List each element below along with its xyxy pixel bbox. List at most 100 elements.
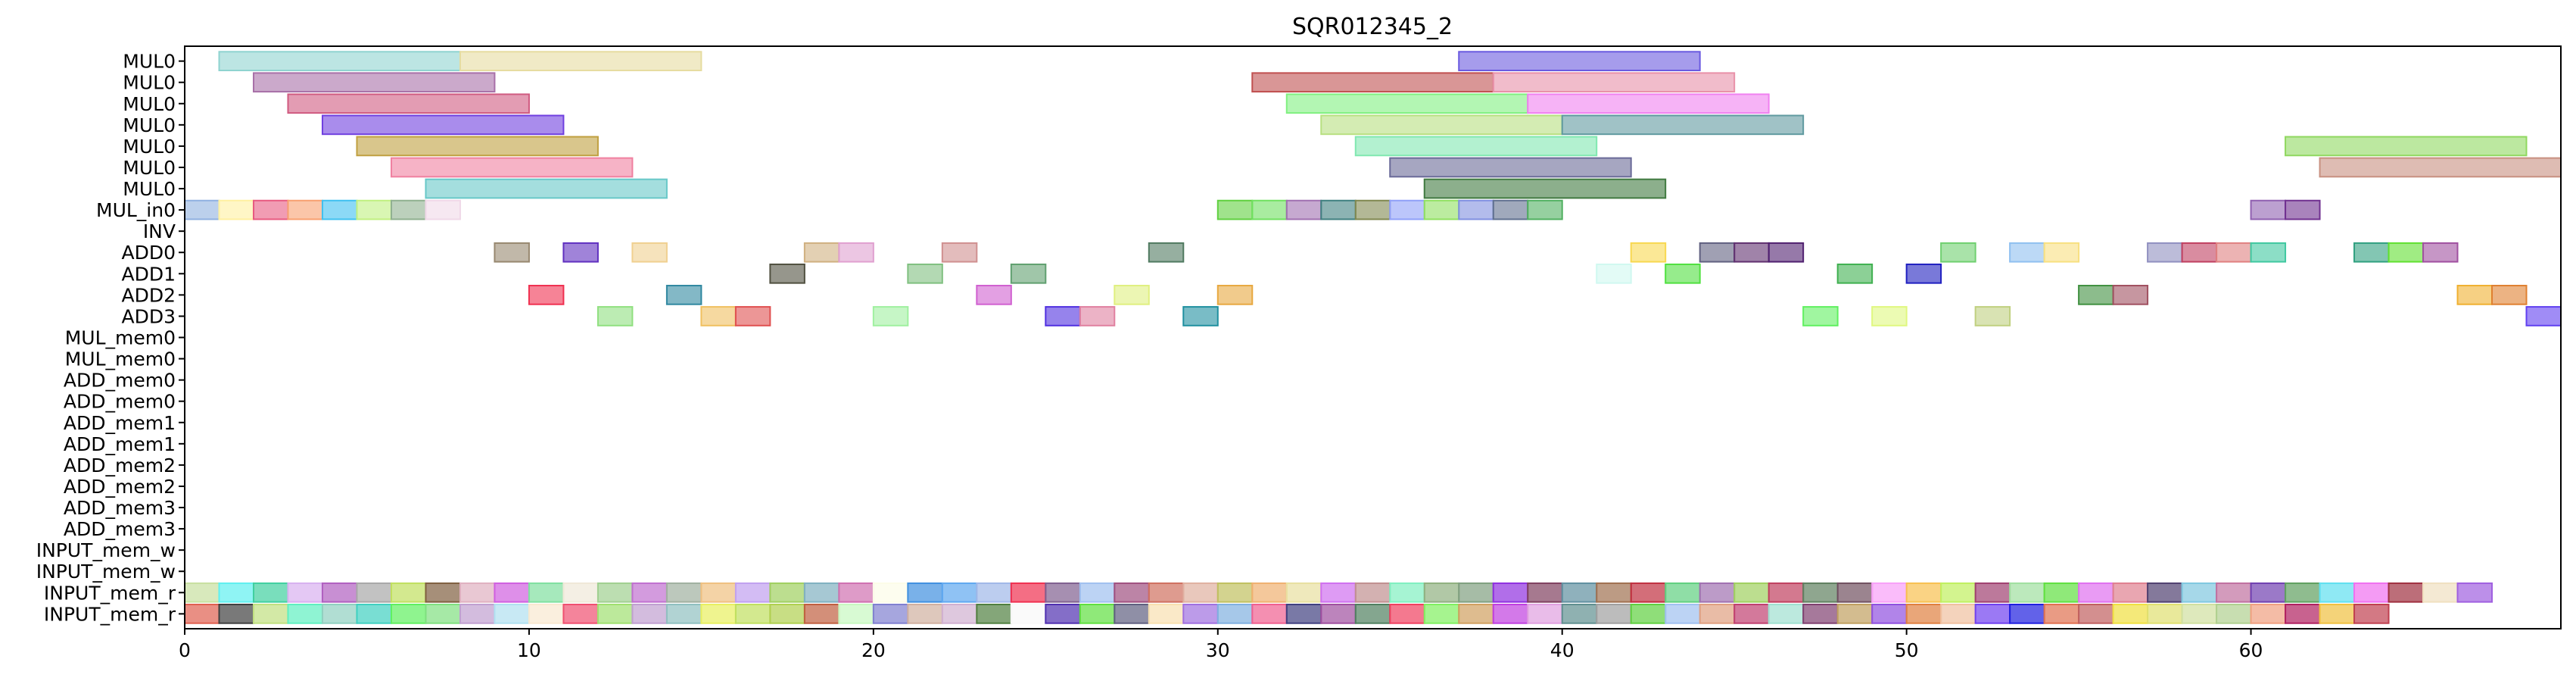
input-mem-r-block <box>1045 582 1081 603</box>
bar-74 <box>2112 285 2149 305</box>
bar-25 <box>356 199 392 220</box>
input-mem-r-block <box>2285 604 2321 624</box>
input-mem-r-block <box>2112 582 2149 603</box>
input-mem-r-block <box>838 604 874 624</box>
input-mem-r-block <box>1905 604 1942 624</box>
input-mem-r-block <box>1114 604 1150 624</box>
y-tick-label: ADD_mem0 <box>64 370 176 392</box>
input-mem-r-block <box>1733 604 1770 624</box>
bar-69 <box>665 285 702 305</box>
bar-48 <box>1699 242 1736 263</box>
bar-12 <box>356 136 599 157</box>
input-mem-r-block <box>872 604 909 624</box>
plot-frame <box>184 45 2562 629</box>
y-tick-label: INV <box>143 220 176 242</box>
input-mem-r-block <box>1665 604 1701 624</box>
y-tick-label: ADD3 <box>121 305 176 327</box>
y-tick-label: ADD_mem1 <box>64 412 176 434</box>
x-tick-label: 10 <box>517 639 541 661</box>
bar-61 <box>769 263 805 284</box>
input-mem-r-block <box>356 582 392 603</box>
input-mem-r-block <box>1940 582 1976 603</box>
input-mem-r-block <box>218 582 254 603</box>
input-mem-r-block <box>562 604 599 624</box>
y-tick-label: MUL0 <box>123 51 176 73</box>
input-mem-r-block <box>1665 582 1701 603</box>
bar-29 <box>1251 199 1288 220</box>
input-mem-r-block <box>700 582 737 603</box>
bar-79 <box>734 306 771 326</box>
bar-40 <box>494 242 530 263</box>
input-mem-r-block <box>1458 604 1494 624</box>
bar-77 <box>596 306 634 326</box>
input-mem-r-block <box>1699 582 1736 603</box>
y-tick-label: MUL0 <box>123 136 176 158</box>
bar-30 <box>1285 199 1322 220</box>
y-tick-label: MUL0 <box>123 178 176 200</box>
bar-56 <box>2216 242 2252 263</box>
bar-81 <box>1045 306 1081 326</box>
y-tick-label: MUL_mem0 <box>65 348 176 370</box>
bar-39 <box>2285 199 2321 220</box>
input-mem-r-block <box>596 582 634 603</box>
bar-4 <box>1251 72 1494 93</box>
input-mem-r-block <box>1561 604 1598 624</box>
input-mem-r-block <box>1079 582 1116 603</box>
input-mem-r-block <box>252 604 289 624</box>
bar-75 <box>2456 285 2493 305</box>
input-mem-r-block <box>2112 604 2149 624</box>
input-mem-r-block <box>2009 582 2045 603</box>
bar-9 <box>321 114 565 136</box>
input-mem-r-block <box>2422 582 2459 603</box>
bar-24 <box>321 199 358 220</box>
input-mem-r-block <box>2043 604 2080 624</box>
input-mem-r-block <box>494 604 530 624</box>
chart-title: SQR012345_2 <box>1292 14 1453 40</box>
bar-50 <box>1768 242 1805 263</box>
input-mem-r-block <box>1802 604 1839 624</box>
input-mem-r-block <box>321 582 358 603</box>
input-mem-r-block <box>1699 604 1736 624</box>
bar-80 <box>872 306 909 326</box>
input-mem-r-block <box>562 582 599 603</box>
input-mem-r-block <box>941 604 978 624</box>
input-mem-r-block <box>1802 582 1839 603</box>
bar-67 <box>1905 263 1942 284</box>
bar-65 <box>1665 263 1701 284</box>
input-mem-r-block <box>1148 582 1185 603</box>
y-tick-label: ADD_mem2 <box>64 476 176 498</box>
x-tick-label: 0 <box>179 639 191 661</box>
y-tick-label: ADD_mem1 <box>64 433 176 455</box>
y-tick-label: MUL0 <box>123 157 176 179</box>
input-mem-r-block <box>1630 582 1667 603</box>
input-mem-r-block <box>941 582 978 603</box>
bar-1 <box>459 51 702 71</box>
bar-36 <box>1492 199 1529 220</box>
y-tick-label: MUL_mem0 <box>65 327 176 349</box>
input-mem-r-block <box>1423 604 1460 624</box>
y-tick-label: MUL_in0 <box>96 199 176 221</box>
bar-71 <box>1114 285 1150 305</box>
bar-16 <box>1389 157 1632 178</box>
input-mem-r-block <box>2285 582 2321 603</box>
input-mem-r-block <box>1905 582 1942 603</box>
input-mem-r-block <box>494 582 530 603</box>
input-mem-r-block <box>321 604 358 624</box>
input-mem-r-block <box>1045 604 1081 624</box>
input-mem-r-block <box>459 604 496 624</box>
input-mem-r-block <box>1010 604 1047 624</box>
bar-86 <box>1974 306 2011 326</box>
input-mem-r-block <box>2353 582 2390 603</box>
bar-27 <box>425 199 461 220</box>
input-mem-r-block <box>1354 604 1391 624</box>
input-mem-r-block <box>390 604 427 624</box>
input-mem-r-block <box>700 604 737 624</box>
bar-49 <box>1733 242 1770 263</box>
bar-26 <box>390 199 427 220</box>
input-mem-r-block <box>976 604 1012 624</box>
input-mem-r-block <box>2147 604 2183 624</box>
input-mem-r-block <box>252 582 289 603</box>
bar-76 <box>2491 285 2528 305</box>
y-tick-label: ADD_mem0 <box>64 391 176 413</box>
input-mem-r-block <box>1216 582 1254 603</box>
